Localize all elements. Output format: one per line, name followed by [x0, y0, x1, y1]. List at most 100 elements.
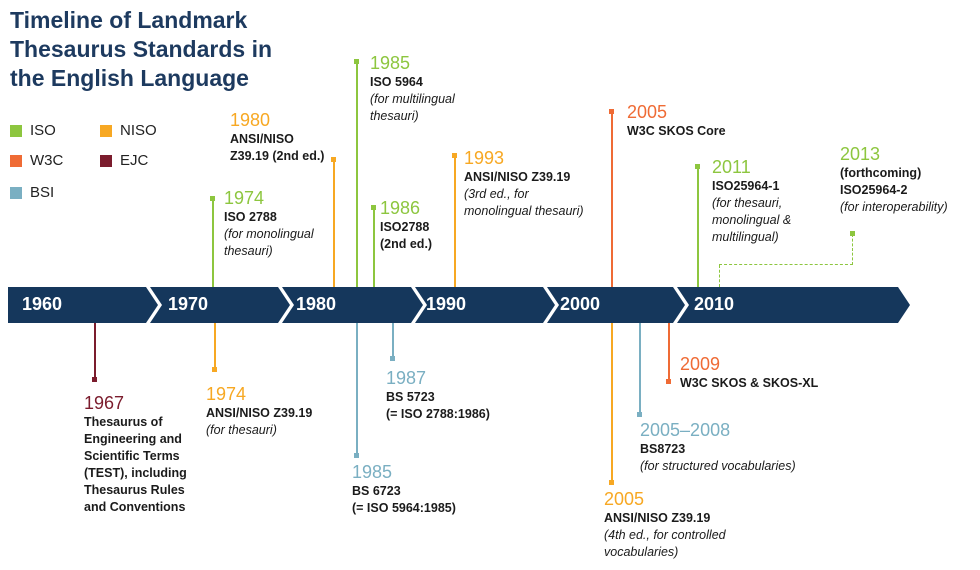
event-year: 1985	[370, 53, 411, 73]
event-standard: ANSI/NISO	[230, 132, 294, 146]
event-standard: ISO2788	[380, 220, 430, 234]
decade-segment-2010	[677, 287, 910, 323]
legend-item-bsi: BSI	[10, 184, 54, 201]
marker-1985-iso	[354, 59, 359, 64]
legend-item-niso: NISO	[100, 122, 157, 139]
legend-item-iso: ISO	[10, 122, 56, 139]
event-note: (for multilingual	[370, 92, 455, 106]
marker-1967-ejc	[92, 377, 97, 382]
marker-2005-niso	[609, 480, 614, 485]
event-year: 1974	[206, 384, 247, 404]
connector-1967-ejc	[94, 323, 96, 379]
event-1980-niso: 1980 ANSI/NISO Z39.19 (2nd ed.)	[230, 110, 324, 165]
event-standard: W3C SKOS & SKOS-XL	[680, 376, 819, 390]
event-standard: W3C SKOS Core	[627, 124, 726, 138]
event-note: thesauri)	[370, 109, 419, 123]
event-year: 2005	[604, 489, 645, 509]
decade-1960: 1960	[22, 294, 63, 314]
event-standard: Thesaurus Rules	[84, 483, 185, 497]
connector-2011-iso	[697, 167, 699, 287]
legend-item-w3c: W3C	[10, 152, 63, 169]
event-2005-w3c: 2005 W3C SKOS Core	[627, 102, 726, 140]
event-year: 1987	[386, 368, 427, 388]
event-standard: ANSI/NISO Z39.19	[604, 511, 711, 525]
marker-2011-iso	[695, 164, 700, 169]
event-1985-bsi: 1985 BS 6723 (= ISO 5964:1985)	[352, 462, 456, 517]
event-standard: and Conventions	[84, 500, 186, 514]
timeline-band	[8, 287, 910, 323]
event-1967-ejc: 1967 Thesaurus of Engineering and Scient…	[84, 393, 187, 516]
event-note: (for thesauri)	[206, 423, 277, 437]
event-note: multilingual)	[712, 230, 779, 244]
event-note: (for thesauri,	[712, 196, 783, 210]
decade-segment-1990	[415, 287, 555, 323]
connector-2009-w3c	[668, 323, 670, 381]
decade-1990: 1990	[426, 294, 467, 314]
event-note: (3rd ed., for	[464, 187, 529, 201]
connector-1974-iso	[212, 198, 214, 287]
event-1993-niso: 1993 ANSI/NISO Z39.19 (3rd ed., for mono…	[464, 148, 584, 220]
event-standard: ISO 2788	[224, 210, 277, 224]
event-2011-iso: 2011 ISO25964-1 (for thesauri, monolingu…	[712, 157, 791, 246]
legend-label: W3C	[30, 152, 64, 169]
event-note: vocabularies)	[604, 545, 679, 559]
decade-1980: 1980	[296, 294, 337, 314]
marker-2013-iso	[850, 231, 855, 236]
marker-1974-niso	[212, 367, 217, 372]
event-note: (for monolingual	[224, 227, 314, 241]
decade-segment-1970	[150, 287, 290, 323]
event-standard: Engineering and	[84, 432, 182, 446]
connector-2005-niso	[611, 323, 613, 483]
event-year: 1986	[380, 198, 421, 218]
decade-2000: 2000	[560, 294, 601, 314]
event-year: 1985	[352, 462, 393, 482]
marker-2009-w3c	[666, 379, 671, 384]
event-note: (for structured vocabularies)	[640, 459, 796, 473]
event-year: 2011	[712, 157, 751, 177]
event-year: 2009	[680, 354, 721, 374]
marker-1980-niso	[331, 157, 336, 162]
event-standard: (= ISO 2788:1986)	[386, 407, 490, 421]
legend-label: ISO	[30, 122, 56, 139]
event-2013-iso: 2013 (forthcoming) ISO25964-2 (for inter…	[840, 144, 948, 216]
legend: ISO NISO W3C EJC BSI	[10, 118, 210, 208]
event-note: monolingual thesauri)	[464, 204, 584, 218]
event-2005-bsi: 2005–2008 BS8723 (for structured vocabul…	[640, 420, 796, 475]
niso-swatch	[100, 124, 112, 137]
event-standard: BS 5723	[386, 390, 435, 404]
page-title: Timeline of Landmark Thesaurus Standards…	[10, 7, 273, 91]
event-1974-iso: 1974 ISO 2788 (for monolingual thesauri)	[224, 188, 314, 260]
event-1985-iso: 1985 ISO 5964 (for multilingual thesauri…	[370, 53, 455, 125]
bsi-swatch	[10, 186, 22, 199]
event-note: (4th ed., for controlled	[604, 528, 726, 542]
connector-2013-dash-up	[852, 234, 853, 265]
connector-1985-iso	[356, 62, 358, 287]
marker-1993-niso	[452, 153, 457, 158]
connector-1993-niso	[454, 156, 456, 287]
event-standard: ANSI/NISO Z39.19	[464, 170, 571, 184]
decade-segment-1980	[282, 287, 423, 323]
event-standard: ISO25964-2	[840, 183, 908, 197]
event-year: 1974	[224, 188, 265, 208]
event-year: 1980	[230, 110, 271, 130]
event-year: 1993	[464, 148, 505, 168]
event-standard: (2nd ed.)	[380, 237, 433, 251]
event-2009-w3c: 2009 W3C SKOS & SKOS-XL	[680, 354, 818, 392]
event-standard: ANSI/NISO Z39.19	[206, 406, 313, 420]
decade-segment-1960	[8, 287, 158, 323]
event-standard: BS8723	[640, 442, 686, 456]
event-1987-bsi: 1987 BS 5723 (= ISO 2788:1986)	[386, 368, 490, 423]
event-standard: (TEST), including	[84, 466, 187, 480]
legend-label: EJC	[120, 152, 149, 169]
marker-1986-iso	[371, 205, 376, 210]
marker-2005-w3c	[609, 109, 614, 114]
decade-2010: 2010	[694, 294, 735, 314]
event-standard: Thesaurus of	[84, 415, 163, 429]
event-year: 1967	[84, 393, 125, 413]
ejc-swatch	[100, 154, 112, 167]
connector-2005-bsi	[639, 323, 641, 415]
decade-1970: 1970	[168, 294, 209, 314]
legend-label: BSI	[30, 184, 55, 201]
event-2005-niso: 2005 ANSI/NISO Z39.19 (4th ed., for cont…	[604, 489, 726, 561]
w3c-swatch	[10, 154, 22, 167]
